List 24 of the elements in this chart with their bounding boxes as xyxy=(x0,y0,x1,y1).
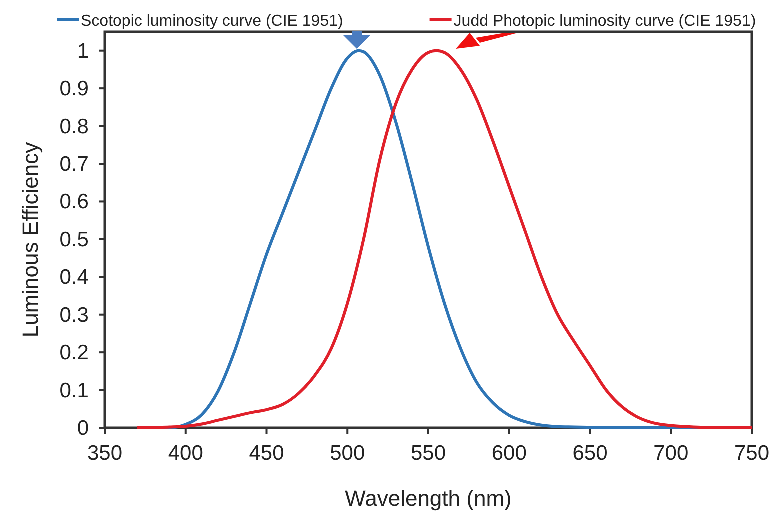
y-tick-label: 0 xyxy=(77,417,89,440)
x-tick-label: 750 xyxy=(734,442,769,465)
x-axis-title: Wavelength (nm) xyxy=(345,486,512,511)
y-tick-label: 0.8 xyxy=(60,115,89,138)
x-tick-label: 450 xyxy=(249,442,284,465)
y-tick-label: 0.2 xyxy=(60,342,89,365)
x-tick-label: 350 xyxy=(87,442,123,465)
x-tick-label: 600 xyxy=(492,442,527,465)
y-tick-label: 0.9 xyxy=(60,78,89,101)
y-tick-label: 0.6 xyxy=(60,190,89,214)
y-tick-label: 0.4 xyxy=(60,266,90,290)
legend-label: Judd Photopic luminosity curve (CIE 1951) xyxy=(454,13,756,30)
legend-label: Scotopic luminosity curve (CIE 1951) xyxy=(81,13,344,30)
y-tick-label: 0.7 xyxy=(60,153,89,176)
y-tick-label: 1 xyxy=(77,40,89,63)
x-tick-label: 400 xyxy=(168,442,204,465)
x-tick-label: 650 xyxy=(572,442,608,465)
y-tick-label: 0.3 xyxy=(60,304,89,327)
y-axis-title: Luminous Efficiency xyxy=(18,142,43,338)
x-tick-label: 700 xyxy=(654,442,689,465)
y-tick-label: 0.1 xyxy=(60,379,89,402)
x-tick-label: 550 xyxy=(410,442,446,465)
y-tick-label: 0.5 xyxy=(60,228,89,252)
x-tick-label: 500 xyxy=(330,442,366,465)
